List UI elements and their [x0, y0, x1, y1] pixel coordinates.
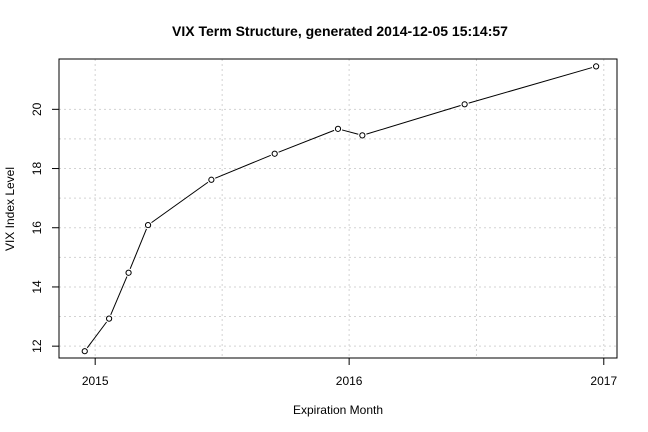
data-point: [461, 101, 468, 108]
axes: 2015 2016 2017 12 14 16 18 20: [30, 58, 618, 388]
y-tick-label: 20: [30, 102, 44, 116]
data-point: [144, 221, 152, 229]
series-line-segment: [86, 321, 107, 349]
series-line-segment: [110, 276, 128, 315]
data-point: [334, 125, 342, 132]
grid-lines: [59, 59, 617, 358]
data-point: [359, 132, 366, 139]
series-line-segment: [129, 228, 147, 270]
series-line-segment: [215, 154, 271, 179]
x-axis-label: Expiration Month: [293, 403, 383, 417]
data-point: [105, 315, 113, 322]
series-line-segment: [341, 129, 359, 135]
x-tick-label: 2016: [336, 374, 363, 388]
data-point: [271, 150, 278, 157]
plot-frame: [58, 58, 618, 359]
series-line-segment: [151, 181, 209, 224]
y-tick-label: 14: [30, 280, 44, 294]
series-line-segment: [366, 105, 461, 135]
y-tick-label: 16: [30, 221, 44, 235]
y-axis-label: VIX Index Level: [3, 167, 17, 251]
x-tick-label: 2017: [590, 374, 617, 388]
series-line-segment: [468, 67, 593, 104]
y-tick-label: 12: [30, 339, 44, 353]
data-point: [81, 348, 88, 355]
series-layer: [81, 63, 600, 355]
series-line-segment: [278, 129, 335, 153]
data-point: [125, 269, 132, 276]
x-tick-label: 2015: [82, 374, 109, 388]
y-tick-label: 18: [30, 162, 44, 176]
chart-title: VIX Term Structure, generated 2014-12-05…: [172, 23, 508, 39]
data-point: [208, 176, 215, 183]
data-point: [593, 63, 600, 70]
